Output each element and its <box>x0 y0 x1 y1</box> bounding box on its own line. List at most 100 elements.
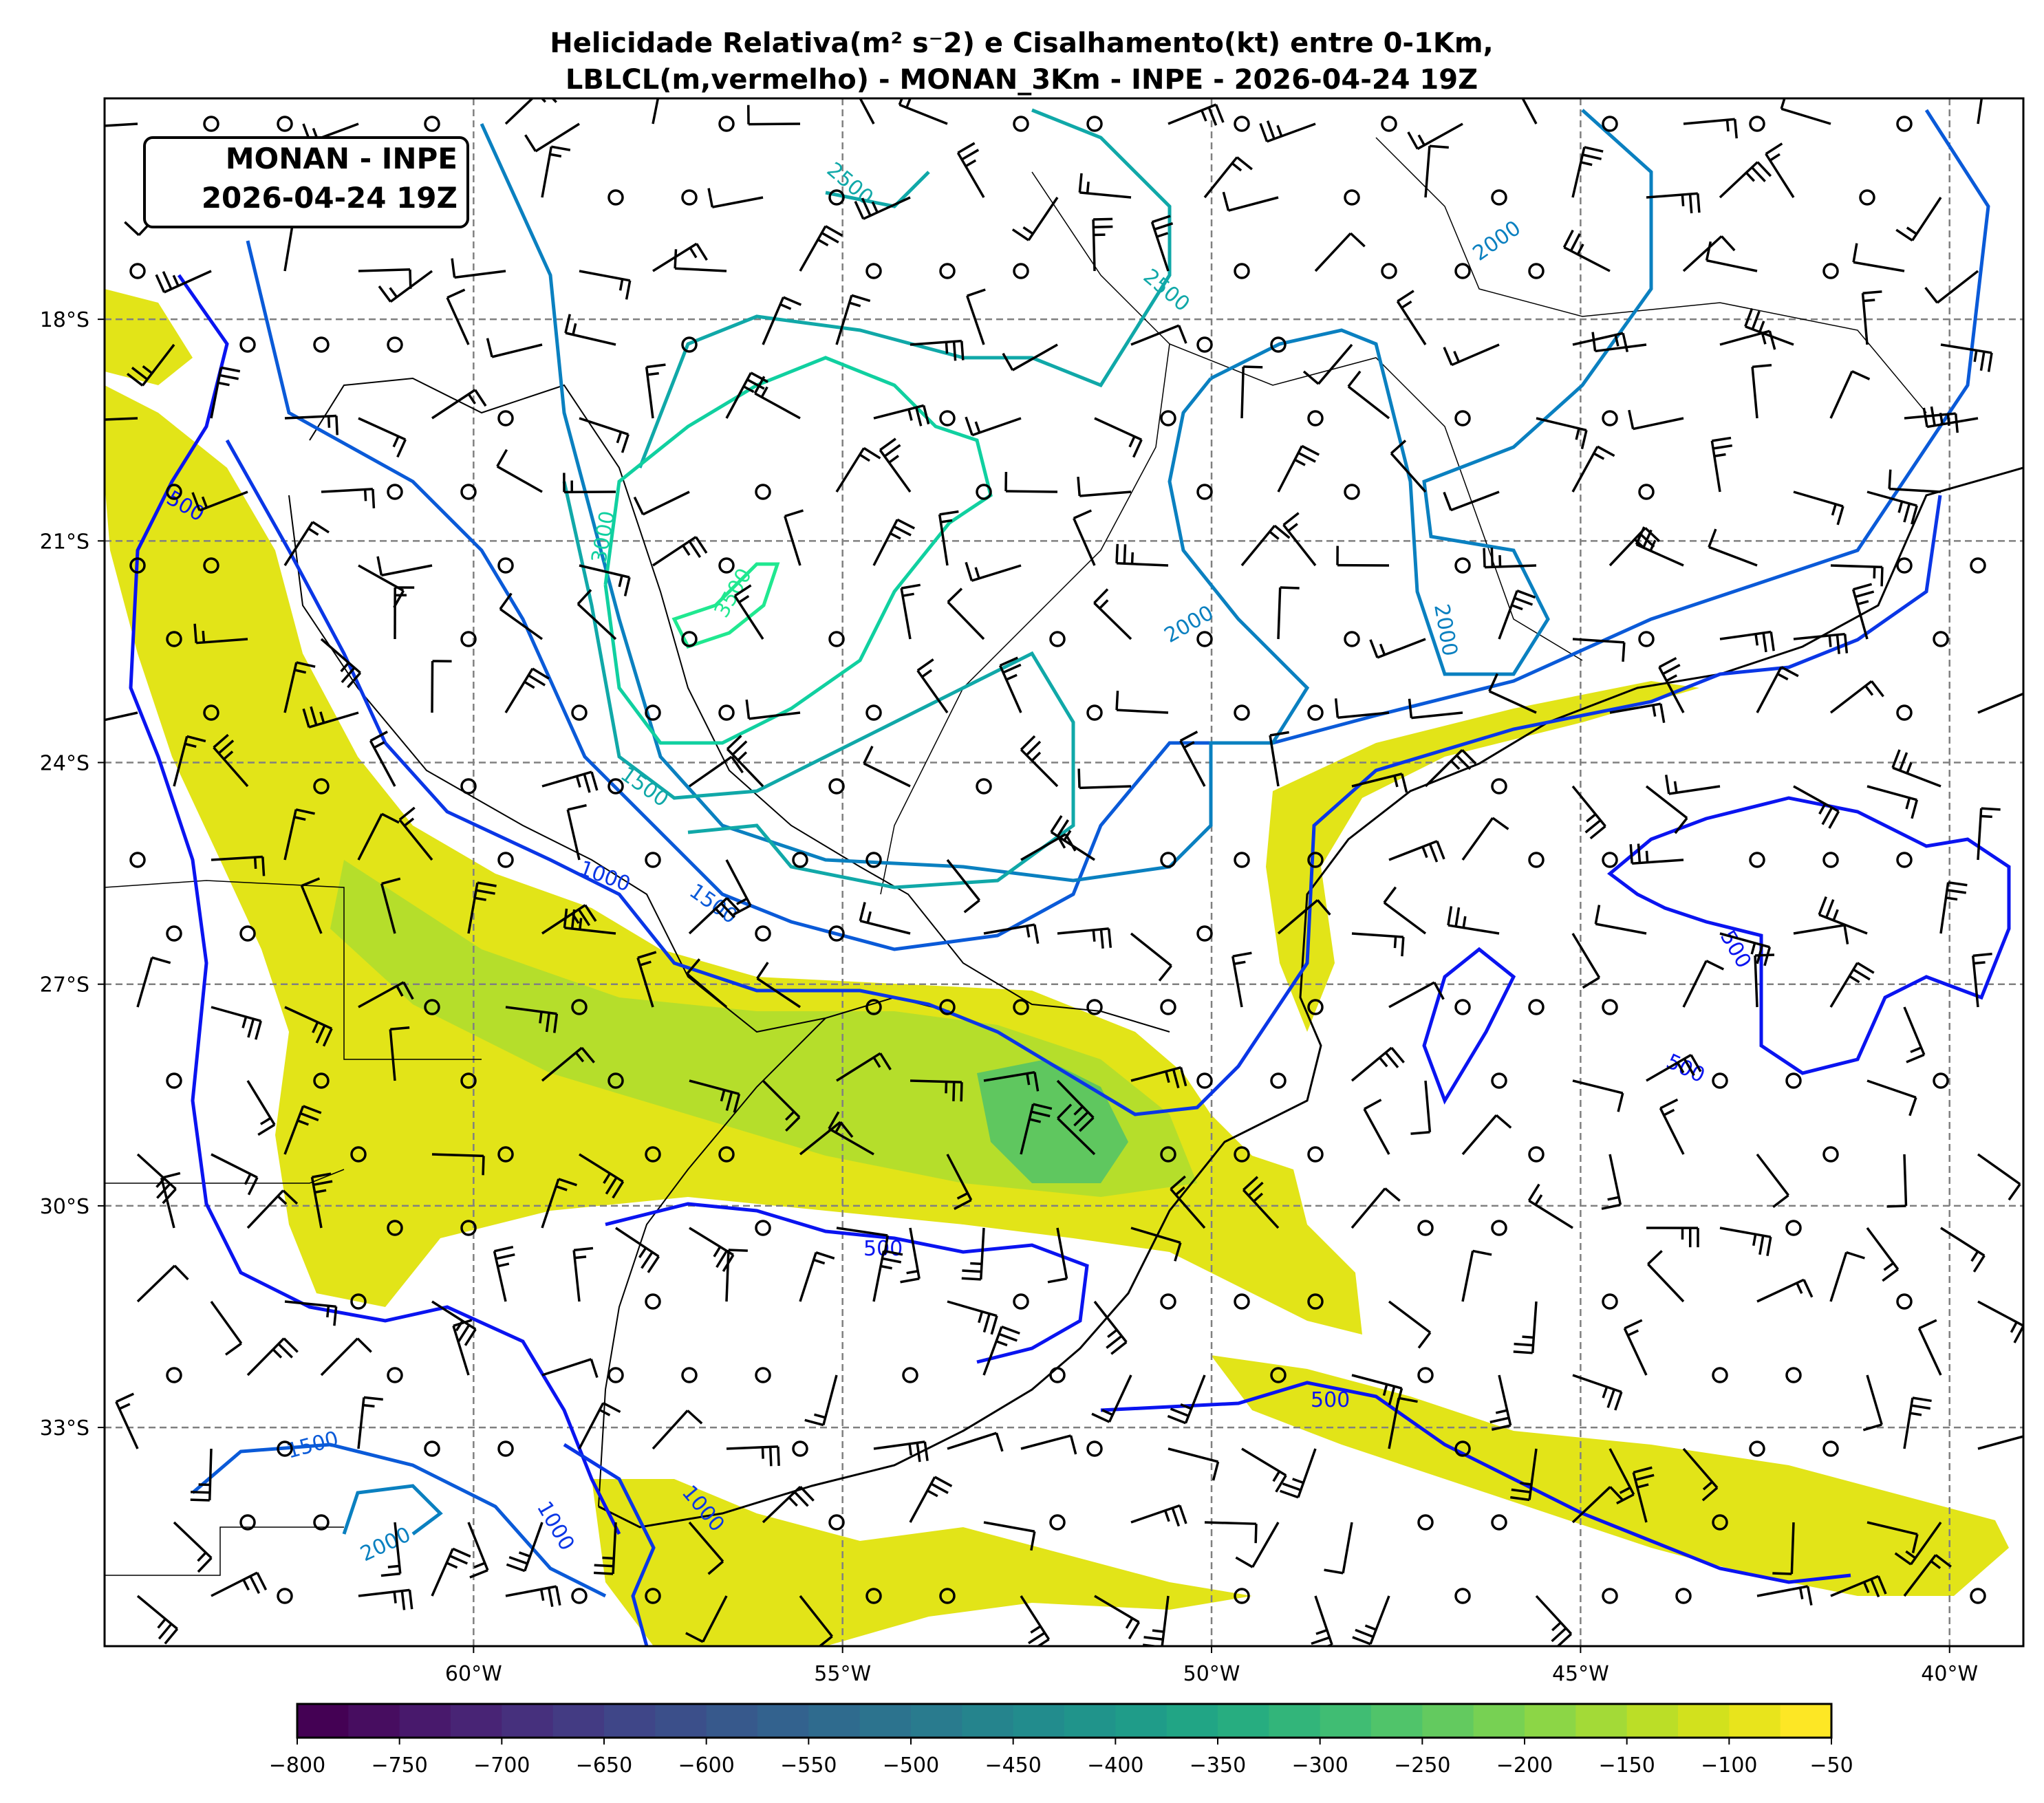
wind-barb <box>1594 905 1647 935</box>
wind-barb <box>1851 583 1875 640</box>
calm-wind-circle <box>1970 1588 1986 1604</box>
calm-wind-circle <box>1896 1293 1913 1310</box>
calm-wind-circle <box>939 1588 956 1604</box>
calm-wind-circle <box>1234 1588 1250 1604</box>
contour-2500 <box>638 108 1172 468</box>
calm-wind-circle <box>497 1146 514 1163</box>
wind-barb <box>762 1485 815 1524</box>
colorbar-tick-label: −550 <box>780 1753 837 1778</box>
wind-barb <box>380 1522 402 1577</box>
calm-wind-circle <box>1528 999 1545 1015</box>
calm-wind-circle <box>1602 999 1618 1015</box>
calm-wind-circle <box>1013 263 1029 279</box>
wind-barb <box>1020 1595 1051 1646</box>
wind-barb <box>983 1070 1040 1092</box>
wind-barb <box>1280 1448 1317 1499</box>
calm-wind-circle <box>1196 484 1213 500</box>
wind-barb <box>1571 445 1615 493</box>
wind-barb <box>1115 691 1169 714</box>
wind-barb <box>1091 1374 1132 1423</box>
wind-barb <box>496 449 543 493</box>
wind-barb <box>961 1227 985 1281</box>
wind-barb <box>564 314 616 346</box>
wind-barb <box>686 958 728 1008</box>
wind-barb <box>1647 1250 1685 1303</box>
calm-wind-circle <box>1234 263 1250 279</box>
wind-barb <box>1719 630 1775 653</box>
calm-wind-circle <box>681 1367 698 1383</box>
calm-wind-circle <box>203 704 219 721</box>
wind-barb <box>1780 98 1831 125</box>
wind-barb <box>1571 1486 1624 1524</box>
colorbar-swatch <box>502 1704 554 1738</box>
wind-barb <box>1269 731 1289 787</box>
calm-wind-circle <box>1675 1588 1692 1604</box>
wind-barb <box>446 288 470 345</box>
wind-barb <box>799 1595 833 1646</box>
colorbar-swatch <box>451 1704 503 1738</box>
calm-wind-circle <box>497 1440 514 1457</box>
calm-wind-circle <box>718 704 735 721</box>
wind-barb <box>452 1319 473 1376</box>
wind-barb <box>1363 1099 1390 1155</box>
calm-wind-circle <box>424 116 440 132</box>
wind-barb <box>541 770 599 793</box>
wind-barb <box>1410 1080 1432 1135</box>
calm-wind-circle <box>1196 631 1213 647</box>
calm-wind-circle <box>718 557 735 574</box>
calm-wind-circle <box>828 1514 845 1531</box>
calm-wind-circle <box>1234 704 1250 721</box>
colorbar-swatch <box>859 1704 912 1738</box>
wind-barb <box>1977 807 2001 861</box>
calm-wind-circle <box>1196 336 1213 353</box>
wind-barb <box>946 1154 973 1210</box>
wind-barb <box>1231 951 1252 1008</box>
calm-wind-circle <box>166 1367 182 1383</box>
wind-barb <box>1336 546 1390 567</box>
calm-wind-circle <box>497 410 514 427</box>
wind-barb <box>835 446 881 493</box>
wind-barb <box>1632 1466 1655 1523</box>
calm-wind-circle <box>1822 263 1839 279</box>
colorbar-tick-label: −150 <box>1598 1753 1655 1778</box>
calm-wind-circle <box>1712 1072 1728 1089</box>
colorbar-swatch <box>1473 1704 1525 1738</box>
wind-barb <box>1443 343 1500 367</box>
wind-barb <box>726 735 764 788</box>
calm-wind-circle <box>1270 1367 1287 1383</box>
info-box: MONAN - INPE 2026-04-24 19Z <box>143 136 469 228</box>
calm-wind-circle <box>976 484 992 500</box>
colorbar-tick-label: −50 <box>1809 1753 1853 1778</box>
calm-wind-circle <box>1896 704 1913 721</box>
calm-wind-circle <box>239 1514 256 1531</box>
wind-barb <box>1093 588 1132 640</box>
wind-barb <box>1756 1153 1789 1208</box>
wind-barb <box>1020 735 1059 788</box>
shade-region-uruguay <box>592 1479 1252 1646</box>
wind-barb <box>1646 1054 1702 1082</box>
wind-barb <box>1011 197 1059 241</box>
wind-barb <box>1408 698 1463 720</box>
calm-wind-circle <box>350 1293 367 1310</box>
wind-barb <box>652 1410 703 1450</box>
wind-barb <box>1765 142 1795 198</box>
calm-wind-circle <box>865 1588 882 1604</box>
calm-wind-circle <box>460 631 477 647</box>
calm-wind-circle <box>828 189 845 206</box>
calm-wind-circle <box>1528 852 1545 868</box>
calm-wind-circle <box>1344 484 1360 500</box>
state-border <box>309 377 1170 1033</box>
shade-core <box>977 1059 1128 1183</box>
calm-wind-circle <box>424 999 440 1015</box>
wind-barb <box>211 855 266 876</box>
calm-wind-circle <box>1013 999 1029 1015</box>
calm-wind-circle <box>1602 1293 1618 1310</box>
wind-barb <box>1886 1154 1908 1208</box>
wind-barb <box>210 366 241 419</box>
colorbar-swatch <box>1422 1704 1474 1738</box>
calm-wind-circle <box>1196 1072 1213 1089</box>
wind-barbs <box>105 98 2023 1646</box>
wind-barb <box>1535 1595 1573 1646</box>
wind-barb <box>320 1337 372 1376</box>
calm-wind-circle <box>976 778 992 795</box>
